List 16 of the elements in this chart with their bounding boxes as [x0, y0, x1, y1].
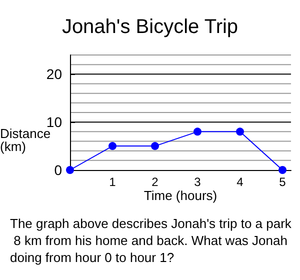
y-tick-label: 20	[46, 66, 62, 82]
point	[151, 142, 159, 150]
point	[236, 128, 244, 136]
point	[108, 142, 116, 150]
point	[278, 166, 286, 174]
text: The graph above describes Jonah's trip to a park 8 km from his home and back. What was Jonah doing from hour 0 to hour 1?	[10, 216, 292, 265]
x-tick-label: 4	[236, 175, 244, 189]
point	[194, 128, 202, 136]
x-tick-label: 1	[109, 175, 116, 189]
chart-title: Jonah's Bicycle Trip	[62, 16, 238, 38]
x-axis-title: Time (hours)	[144, 188, 218, 203]
x-tick-label: 5	[279, 175, 286, 189]
y-tick-label: 0	[54, 162, 62, 178]
point	[66, 166, 74, 174]
x-tick-label: 3	[194, 175, 202, 189]
x-tick-label: 2	[152, 175, 159, 189]
